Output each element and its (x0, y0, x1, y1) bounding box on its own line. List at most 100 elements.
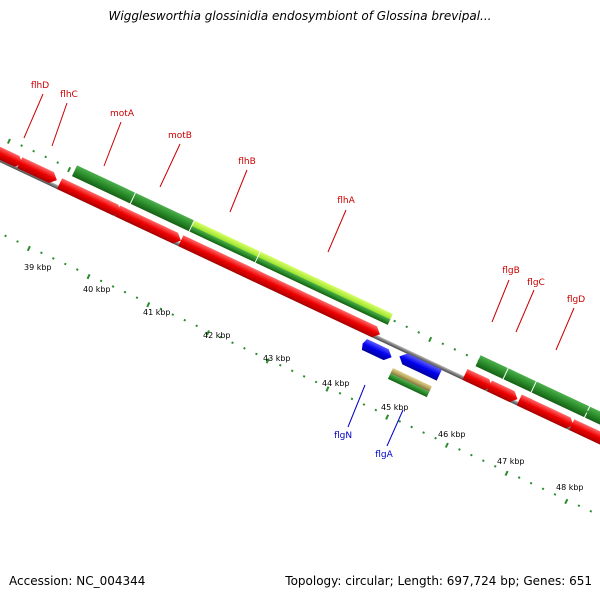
gene-arrow[interactable] (57, 178, 124, 218)
accession-text: Accession: NC_004344 (9, 574, 146, 588)
tick-mark (493, 464, 497, 468)
tick-mark (589, 509, 593, 513)
gene-arrow[interactable] (0, 140, 25, 170)
tick-mark (338, 391, 342, 395)
tick-mark (20, 144, 23, 147)
gene-label-flgd[interactable]: flgD (567, 295, 585, 305)
gene-label-flgn[interactable]: flgN (334, 431, 352, 441)
scale-tick-track (4, 234, 593, 513)
gene-label-flgb[interactable]: flgB (502, 266, 520, 276)
scale-label: 41 kbp (143, 308, 171, 317)
tick-mark (231, 341, 234, 345)
scale-label: 39 kbp (24, 263, 52, 272)
genome-backbone (0, 158, 600, 469)
tick-mark (585, 410, 589, 414)
tick-mark (99, 279, 103, 283)
gene-arrow[interactable] (486, 380, 520, 404)
tick-mark (63, 262, 67, 266)
gene-label-flgc[interactable]: flgC (527, 278, 545, 288)
forward-gene-track (0, 140, 600, 462)
gene-label-motb[interactable]: motB (168, 131, 192, 141)
tick-mark (44, 155, 48, 159)
tick-mark (56, 161, 60, 164)
gene-block[interactable] (130, 192, 194, 232)
tick-mark (465, 353, 469, 357)
gene-arrow-reverse[interactable] (397, 351, 442, 381)
scale-label: 42 kbp (203, 331, 231, 340)
tick-mark (410, 425, 413, 429)
tick-mark (6, 138, 11, 144)
tick-mark (265, 358, 270, 364)
tick-mark (219, 335, 222, 339)
tick-mark (385, 414, 390, 420)
tick-mark (428, 336, 433, 343)
tick-mark (183, 318, 187, 322)
tick-mark (159, 307, 163, 311)
gene-block[interactable] (531, 381, 590, 418)
gene-label-flga[interactable]: flgA (375, 450, 393, 460)
gene-arrow[interactable] (114, 205, 183, 246)
tick-mark (434, 436, 437, 440)
tick-mark (52, 257, 55, 260)
gene-block[interactable] (71, 165, 135, 204)
tick-mark (86, 273, 91, 280)
tick-mark (32, 149, 35, 153)
tick-mark (26, 245, 31, 252)
tick-mark (205, 330, 210, 336)
tick-mark (67, 166, 72, 173)
scale-labels: 39 kbp 40 kbp 41 kbp 42 kbp 43 kbp 44 kb… (24, 263, 584, 492)
tick-mark (458, 448, 461, 451)
tick-mark (453, 348, 457, 351)
tick-mark (541, 487, 545, 491)
tick-mark (481, 459, 485, 463)
scale-label: 45 kbp (381, 403, 409, 412)
tick-mark (350, 397, 354, 401)
tick-mark (4, 234, 7, 238)
scale-label: 40 kbp (83, 285, 111, 294)
tick-mark (504, 470, 509, 477)
tick-mark (577, 504, 581, 508)
tick-mark (529, 481, 533, 485)
gene-label-flhc[interactable]: flhC (60, 90, 78, 100)
gene-arrow[interactable] (245, 266, 382, 340)
gene-arrow[interactable] (178, 235, 255, 280)
scale-label: 46 kbp (438, 430, 466, 439)
scale-label: 48 kbp (556, 483, 584, 492)
gene-label-flhb[interactable]: flhB (238, 157, 256, 167)
tick-mark (444, 442, 449, 448)
gene-arrow[interactable] (569, 419, 600, 462)
gene-label-flha[interactable]: flhA (337, 196, 355, 206)
genome-summary-text: Topology: circular; Length: 697,724 bp; … (285, 574, 592, 588)
tick-mark (417, 331, 421, 334)
reverse-gene-track (360, 338, 442, 398)
map-title: Wigglesworthia glossinidia endosymbiont … (108, 9, 492, 23)
tick-mark (278, 363, 282, 367)
gene-block-flgA[interactable] (390, 368, 432, 392)
tick-mark (325, 386, 330, 392)
tick-mark (243, 346, 246, 350)
tick-mark (374, 408, 378, 412)
tick-mark (135, 296, 139, 300)
tick-mark (171, 313, 175, 316)
scale-label: 47 kbp (497, 457, 525, 466)
tick-mark (553, 493, 557, 496)
tick-mark (564, 498, 569, 505)
gene-block[interactable] (503, 368, 536, 393)
gene-block[interactable] (475, 355, 508, 379)
tick-mark (398, 420, 402, 423)
tick-mark (314, 380, 318, 384)
gene-label-mota[interactable]: motA (110, 109, 135, 119)
tick-mark (441, 342, 445, 346)
gene-arrow[interactable] (462, 368, 494, 393)
tick-mark (422, 431, 425, 434)
tick-mark (195, 324, 198, 328)
gene-arrow[interactable] (516, 394, 576, 430)
gene-arrow-flgN[interactable] (360, 338, 394, 362)
gene-labels: flhD flhC motA motB flhB flhA flgB flgC … (31, 81, 585, 460)
tick-mark (290, 369, 294, 373)
gene-label-flhd[interactable]: flhD (31, 81, 49, 91)
tick-mark (362, 403, 366, 406)
gene-arrow[interactable] (17, 157, 59, 185)
tick-mark (255, 352, 258, 356)
